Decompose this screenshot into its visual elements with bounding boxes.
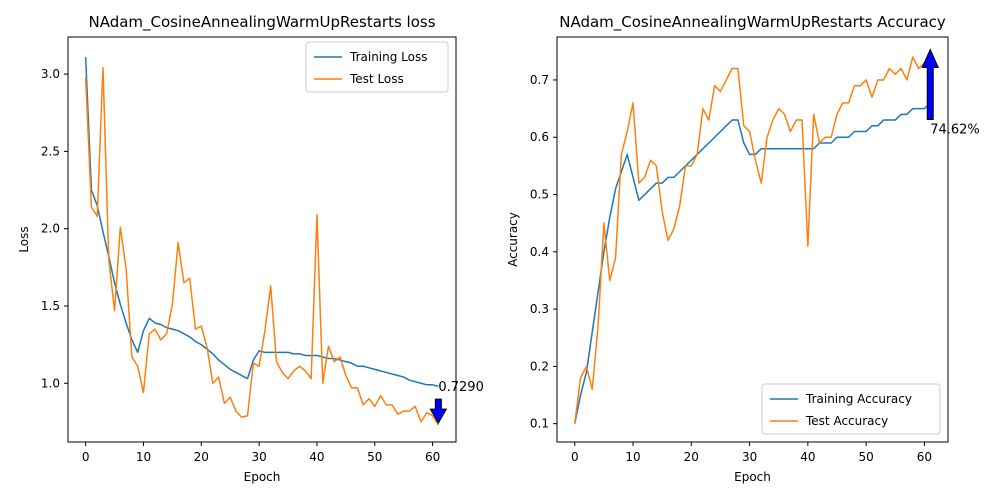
loss-axes-frame	[67, 36, 457, 443]
loss-x-tick-label: 20	[194, 450, 209, 464]
loss-annotation-arrow	[429, 398, 448, 425]
loss-legend-label: Training Loss	[349, 50, 427, 64]
accuracy-x-tick-label: 20	[684, 450, 699, 464]
accuracy-axes-frame	[556, 36, 949, 443]
loss-x-tick-label: 30	[251, 450, 266, 464]
loss-chart-title: NAdam_CosineAnnealingWarmUpRestarts loss	[88, 13, 435, 32]
accuracy-x-tick-label: 10	[625, 450, 640, 464]
accuracy-y-tick-label: 0.6	[530, 130, 549, 144]
accuracy-x-tick-label: 30	[742, 450, 757, 464]
loss-x-tick-label: 60	[425, 450, 440, 464]
loss-series-line-test	[84, 67, 439, 426]
loss-x-tick-label: 10	[136, 450, 151, 464]
accuracy-x-tick-label: 40	[800, 450, 815, 464]
accuracy-y-tick-label: 0.5	[530, 188, 549, 202]
accuracy-chart-title: NAdam_CosineAnnealingWarmUpRestarts Accu…	[559, 13, 946, 32]
accuracy-chart: NAdam_CosineAnnealingWarmUpRestarts Accu…	[506, 13, 980, 484]
accuracy-annotation-label: 74.62%	[930, 122, 980, 137]
accuracy-legend-box	[761, 383, 941, 435]
loss-legend-label: Test Loss	[349, 72, 404, 86]
accuracy-x-axis-label: Epoch	[734, 470, 771, 484]
loss-y-tick-label: 1.0	[41, 376, 60, 390]
accuracy-series-line-training	[574, 102, 931, 424]
accuracy-y-tick-label: 0.7	[530, 73, 549, 87]
loss-series-line-training	[84, 57, 439, 388]
loss-x-tick-label: 50	[367, 450, 382, 464]
accuracy-x-tick-label: 0	[571, 450, 579, 464]
accuracy-legend-label: Training Accuracy	[805, 392, 912, 406]
loss-x-axis-label: Epoch	[244, 470, 281, 484]
accuracy-y-axis-label: Accuracy	[506, 212, 520, 267]
accuracy-legend: Training Accuracy Test Accuracy	[761, 383, 941, 435]
loss-y-axis-label: Loss	[17, 226, 31, 252]
accuracy-y-tick-label: 0.2	[530, 359, 549, 373]
loss-y-tick-label: 2.5	[41, 144, 60, 158]
accuracy-annotation-arrow	[921, 48, 939, 120]
accuracy-legend-label: Test Accuracy	[805, 414, 888, 428]
accuracy-series-line-test	[574, 50, 931, 424]
accuracy-x-tick-label: 60	[917, 450, 932, 464]
loss-y-tick-label: 2.0	[41, 222, 60, 236]
loss-x-tick-label: 40	[309, 450, 324, 464]
loss-legend: Training Loss Test Loss	[305, 41, 449, 93]
accuracy-y-tick-label: 0.3	[530, 302, 549, 316]
loss-x-tick-label: 0	[82, 450, 90, 464]
accuracy-y-tick-label: 0.1	[530, 417, 549, 431]
accuracy-x-tick-label: 50	[858, 450, 873, 464]
loss-y-tick-label: 1.5	[41, 299, 60, 313]
loss-y-tick-label: 3.0	[41, 67, 60, 81]
loss-annotation-label: 0.7290	[438, 380, 484, 395]
loss-chart: NAdam_CosineAnnealingWarmUpRestarts loss…	[17, 13, 484, 484]
accuracy-y-tick-label: 0.4	[530, 245, 549, 259]
